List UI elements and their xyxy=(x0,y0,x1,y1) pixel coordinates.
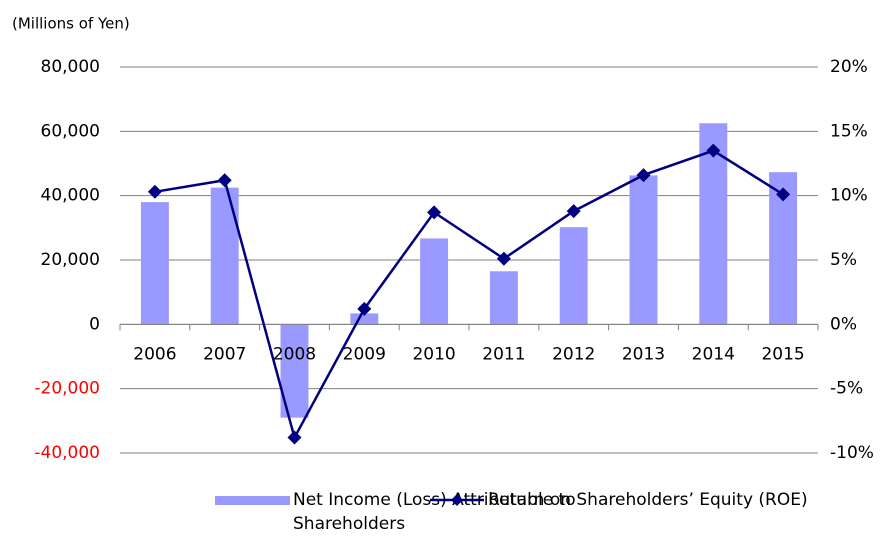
bar xyxy=(140,202,169,325)
bar xyxy=(489,271,518,325)
y-tick-label: 0 xyxy=(89,314,100,334)
y2-tick-label: 20% xyxy=(830,57,868,77)
roe-line xyxy=(154,149,784,441)
roe-marker xyxy=(427,205,442,220)
roe-marker xyxy=(566,204,581,219)
x-tick-label: 2014 xyxy=(692,344,735,364)
y-axis-label: (Millions of Yen) xyxy=(12,15,130,33)
y-tick-label: 20,000 xyxy=(41,250,100,270)
y-tick-label: 60,000 xyxy=(41,121,100,141)
y-tick-label: 80,000 xyxy=(41,57,100,77)
y2-tick-label: -5% xyxy=(830,379,863,399)
y2-tick-label: 0% xyxy=(830,314,857,334)
roe-marker xyxy=(217,173,232,188)
y-tick-label: -20,000 xyxy=(34,379,100,399)
legend-swatch-rect xyxy=(215,496,290,505)
y2-tick-label: 10% xyxy=(830,186,868,206)
bar xyxy=(559,227,588,325)
roe-marker xyxy=(496,251,511,266)
bar xyxy=(629,175,658,325)
legend-item: Return on Shareholders’ Equity (ROE) xyxy=(428,488,808,512)
y-tick-label: 40,000 xyxy=(41,186,100,206)
x-tick-label: 2007 xyxy=(203,344,246,364)
x-tick-label: 2010 xyxy=(412,344,455,364)
y2-tick-label: 15% xyxy=(830,121,868,141)
bar xyxy=(350,313,379,325)
x-tick-label: 2009 xyxy=(343,344,386,364)
y2-tick-label: 5% xyxy=(830,250,857,270)
x-tick-label: 2011 xyxy=(482,344,525,364)
legend-marker xyxy=(451,494,463,506)
roe-marker xyxy=(636,168,651,183)
x-tick-label: 2013 xyxy=(622,344,665,364)
legend-swatch xyxy=(215,496,290,505)
x-tick-label: 2008 xyxy=(273,344,316,364)
y-tick-label: -40,000 xyxy=(34,443,100,463)
legend-swatch xyxy=(430,494,484,506)
y2-tick-label: -10% xyxy=(830,443,874,463)
roe-marker xyxy=(357,301,372,316)
x-tick-label: 2006 xyxy=(133,344,176,364)
roe-marker xyxy=(706,143,721,158)
roe-marker xyxy=(287,430,302,445)
x-tick-label: 2012 xyxy=(552,344,595,364)
x-tick-label: 2015 xyxy=(761,344,804,364)
roe-marker xyxy=(147,184,162,199)
legend-label: Return on Shareholders’ Equity (ROE) xyxy=(488,490,808,510)
roe-marker xyxy=(776,187,791,202)
bar xyxy=(420,238,449,325)
bar xyxy=(210,187,239,325)
